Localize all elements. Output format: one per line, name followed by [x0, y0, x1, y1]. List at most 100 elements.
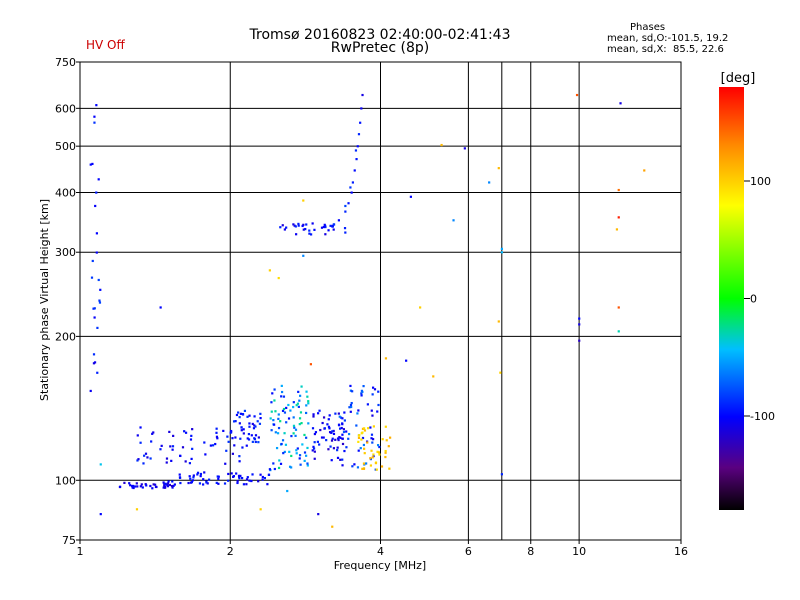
data-point [136, 434, 139, 437]
data-point [232, 420, 236, 423]
data-point [348, 406, 351, 409]
data-point [214, 442, 217, 446]
data-point [377, 403, 380, 407]
data-point [242, 483, 246, 486]
data-point [617, 306, 620, 309]
data-point [235, 413, 239, 417]
data-point [387, 445, 390, 448]
data-point [92, 362, 96, 365]
data-point [298, 399, 301, 402]
data-point [258, 422, 262, 425]
data-point [279, 226, 282, 229]
data-point [280, 395, 283, 398]
data-point [165, 461, 168, 464]
data-point [145, 484, 148, 487]
data-point [325, 439, 328, 442]
data-point [215, 481, 218, 484]
data-point [370, 449, 373, 452]
data-point [405, 359, 408, 362]
data-point [370, 437, 373, 440]
data-point [356, 466, 360, 469]
data-point [283, 228, 286, 231]
data-point [96, 326, 99, 330]
data-point [98, 301, 102, 304]
data-point [349, 186, 352, 189]
data-point [95, 191, 98, 194]
data-point [500, 247, 504, 250]
data-point [254, 425, 257, 428]
data-point [270, 401, 273, 404]
data-point [189, 438, 193, 441]
data-point [94, 204, 97, 208]
data-point [277, 417, 280, 420]
data-point [377, 451, 381, 454]
data-point [95, 232, 99, 235]
data-point [135, 508, 139, 511]
data-point [170, 485, 174, 488]
data-point [329, 445, 332, 448]
data-point [168, 430, 171, 434]
data-point [282, 407, 286, 411]
grid-lines [80, 62, 681, 540]
data-point [360, 107, 363, 110]
data-point [179, 454, 182, 457]
data-point [341, 458, 344, 461]
y-tick-label: 400 [55, 186, 76, 199]
data-point [144, 452, 148, 455]
data-point [281, 409, 285, 412]
data-point [369, 426, 372, 429]
data-point [351, 181, 354, 184]
data-point [319, 428, 322, 432]
data-point [254, 434, 258, 437]
data-point [97, 278, 100, 282]
data-point [184, 431, 188, 434]
data-point [328, 431, 332, 434]
data-point [452, 219, 455, 222]
data-point [93, 115, 96, 118]
data-point [271, 392, 274, 395]
phases-o-stats: mean, sd,O:-101.5, 19.2 [607, 33, 729, 44]
data-point [276, 432, 280, 435]
data-point [313, 441, 316, 444]
data-point [123, 481, 126, 484]
data-point [341, 417, 344, 420]
data-point [337, 219, 341, 222]
data-point [140, 483, 143, 486]
data-point [298, 457, 301, 460]
data-point [332, 432, 336, 436]
data-point [151, 487, 154, 490]
data-point [254, 440, 257, 444]
data-point [162, 486, 165, 489]
data-point [326, 423, 329, 426]
data-point [578, 323, 581, 326]
data-point [246, 476, 249, 479]
data-point [163, 485, 166, 488]
data-point [343, 227, 347, 230]
data-point [217, 475, 220, 478]
y-tick-label: 600 [55, 102, 76, 115]
y-tick-label: 300 [55, 246, 76, 259]
y-tick-label: 200 [55, 330, 76, 343]
data-point [350, 405, 353, 409]
data-point [350, 401, 353, 405]
phases-title: Phases [630, 22, 666, 33]
data-point [343, 449, 346, 453]
data-point [500, 251, 504, 254]
data-point [143, 454, 146, 457]
data-point [202, 483, 205, 486]
data-point [362, 443, 366, 447]
data-point [169, 445, 172, 448]
data-point [278, 459, 281, 462]
data-point [217, 477, 220, 480]
data-point [311, 427, 315, 430]
data-point [132, 484, 135, 488]
data-point [357, 133, 361, 136]
data-point [288, 450, 291, 453]
data-point [256, 420, 259, 423]
data-point [354, 149, 358, 152]
data-point [192, 476, 195, 479]
data-point [95, 251, 98, 254]
data-point [389, 436, 392, 439]
data-point [273, 399, 276, 402]
data-point [305, 411, 308, 415]
